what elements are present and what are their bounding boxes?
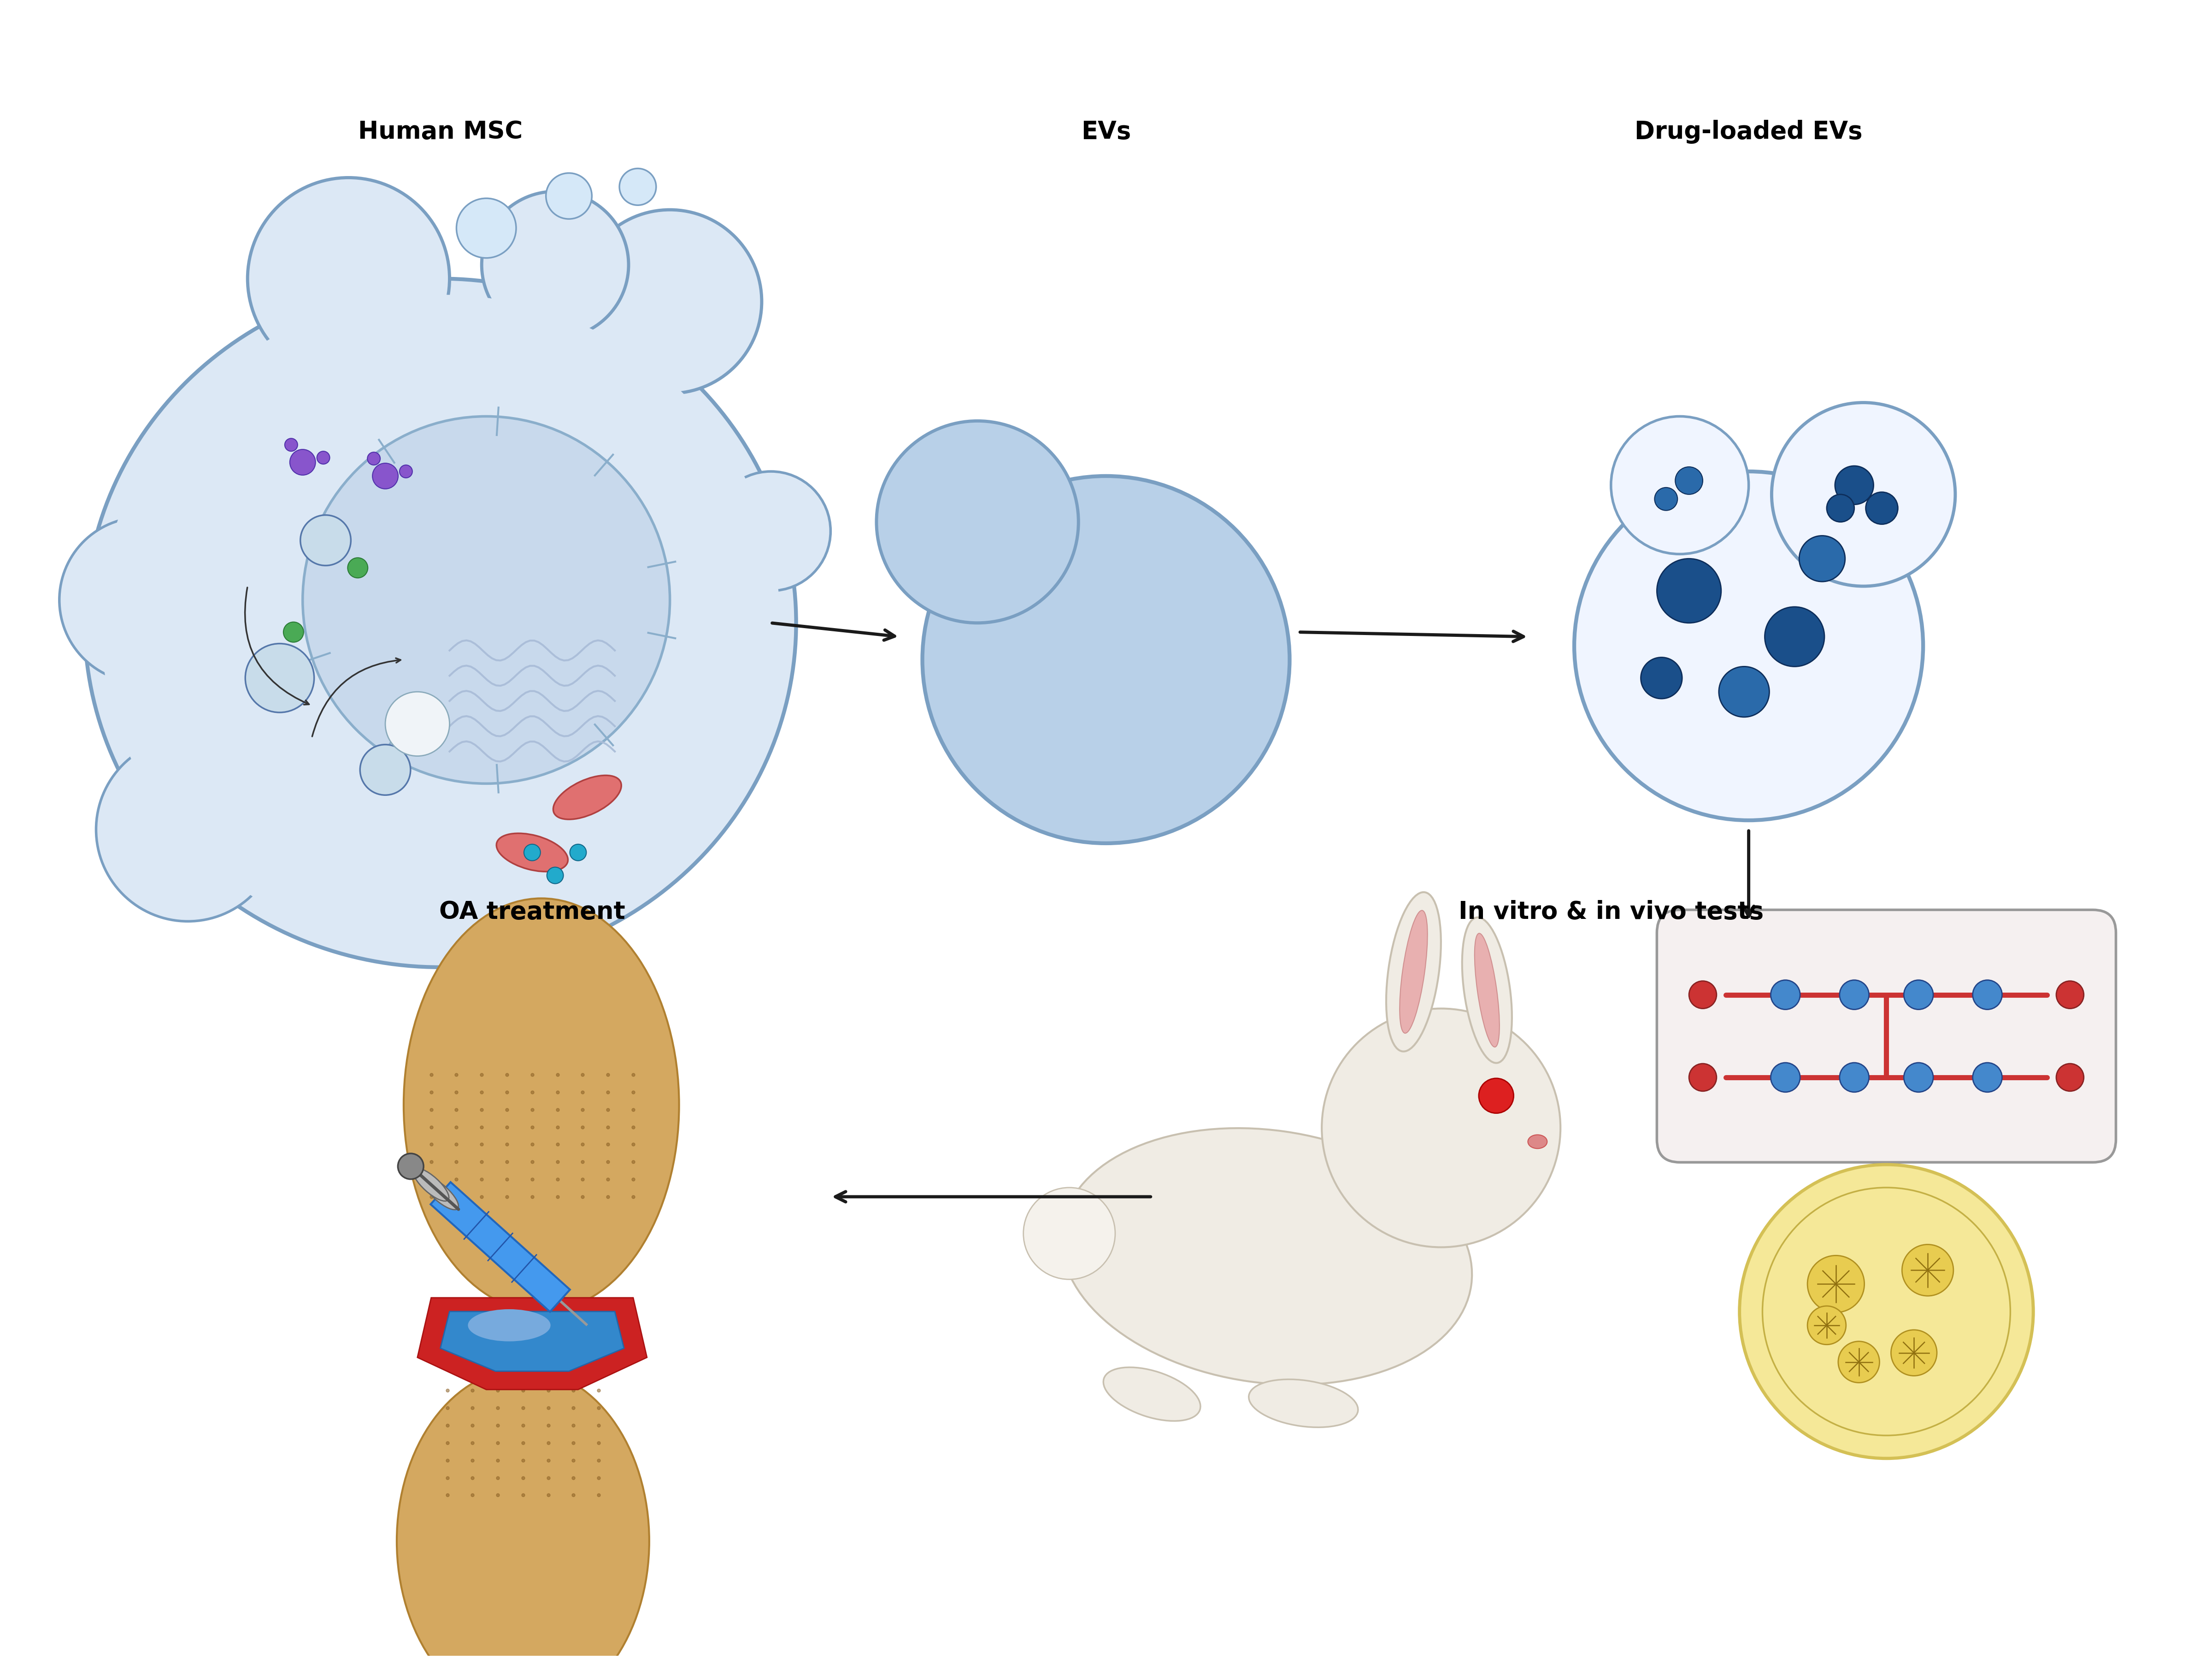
Polygon shape [431, 1183, 571, 1312]
Circle shape [361, 745, 411, 795]
Circle shape [1690, 980, 1717, 1009]
Polygon shape [418, 1297, 646, 1390]
Circle shape [1973, 980, 2002, 1009]
Circle shape [1891, 1331, 1938, 1375]
Circle shape [283, 622, 303, 642]
Ellipse shape [1400, 911, 1427, 1034]
Circle shape [1772, 403, 1955, 586]
Circle shape [1827, 494, 1854, 523]
Circle shape [1973, 1063, 2002, 1092]
Circle shape [1610, 416, 1750, 554]
Circle shape [367, 453, 380, 465]
Circle shape [1719, 667, 1770, 717]
Ellipse shape [469, 1309, 551, 1342]
Text: Human MSC: Human MSC [358, 119, 522, 144]
FancyArrowPatch shape [246, 587, 310, 705]
Ellipse shape [396, 1369, 650, 1659]
Circle shape [1772, 1063, 1801, 1092]
Circle shape [316, 451, 330, 465]
Circle shape [1807, 1306, 1847, 1344]
FancyBboxPatch shape [1657, 909, 2117, 1163]
Circle shape [1836, 466, 1874, 504]
Circle shape [1690, 1063, 1717, 1092]
Circle shape [1798, 536, 1845, 582]
Ellipse shape [1528, 1135, 1546, 1148]
Circle shape [876, 421, 1079, 622]
Ellipse shape [414, 1168, 449, 1201]
Circle shape [1323, 1009, 1559, 1248]
Circle shape [372, 463, 398, 489]
Text: In vitro & in vivo tests: In vitro & in vivo tests [1458, 901, 1763, 924]
Circle shape [1772, 980, 1801, 1009]
Circle shape [290, 450, 316, 474]
Circle shape [1024, 1188, 1115, 1279]
Ellipse shape [1387, 893, 1440, 1052]
Circle shape [524, 844, 540, 861]
Circle shape [1865, 493, 1898, 524]
Ellipse shape [1104, 1367, 1201, 1422]
Ellipse shape [1062, 1128, 1471, 1385]
Ellipse shape [1250, 1379, 1358, 1427]
Circle shape [456, 199, 515, 259]
Circle shape [1575, 471, 1922, 820]
Ellipse shape [102, 295, 781, 951]
Circle shape [1641, 657, 1681, 698]
Circle shape [1905, 1063, 1933, 1092]
Circle shape [571, 844, 586, 861]
Polygon shape [440, 1312, 624, 1372]
Circle shape [246, 644, 314, 712]
Circle shape [1902, 1244, 1953, 1296]
Text: Drug-loaded EVs: Drug-loaded EVs [1635, 119, 1863, 144]
Circle shape [577, 209, 761, 393]
Circle shape [482, 191, 628, 338]
Circle shape [398, 1153, 422, 1180]
Circle shape [922, 476, 1290, 843]
Circle shape [1765, 607, 1825, 667]
Circle shape [301, 514, 352, 566]
Circle shape [1807, 1256, 1865, 1312]
Ellipse shape [84, 279, 796, 967]
Circle shape [1840, 980, 1869, 1009]
FancyArrowPatch shape [312, 659, 400, 737]
Circle shape [95, 738, 279, 921]
Circle shape [1655, 488, 1677, 511]
Circle shape [1838, 1342, 1880, 1382]
Circle shape [546, 173, 593, 219]
Circle shape [347, 557, 367, 577]
Ellipse shape [1475, 934, 1500, 1047]
Ellipse shape [553, 775, 622, 820]
Circle shape [285, 438, 299, 451]
Circle shape [303, 416, 670, 783]
Circle shape [2057, 1063, 2084, 1092]
Circle shape [1674, 466, 1703, 494]
Circle shape [1480, 1078, 1513, 1113]
Circle shape [2057, 980, 2084, 1009]
Circle shape [1840, 1063, 1869, 1092]
Circle shape [248, 178, 449, 380]
Circle shape [1905, 980, 1933, 1009]
Text: EVs: EVs [1082, 119, 1130, 144]
Ellipse shape [1462, 917, 1513, 1063]
Circle shape [1657, 559, 1721, 622]
Circle shape [385, 692, 449, 757]
Circle shape [712, 471, 830, 591]
Circle shape [400, 465, 411, 478]
Text: OA treatment: OA treatment [440, 901, 626, 924]
Ellipse shape [495, 833, 568, 871]
Circle shape [1739, 1165, 2033, 1458]
Circle shape [60, 518, 226, 682]
Ellipse shape [422, 1176, 458, 1209]
Circle shape [619, 169, 657, 206]
Ellipse shape [403, 899, 679, 1312]
Circle shape [546, 868, 564, 884]
